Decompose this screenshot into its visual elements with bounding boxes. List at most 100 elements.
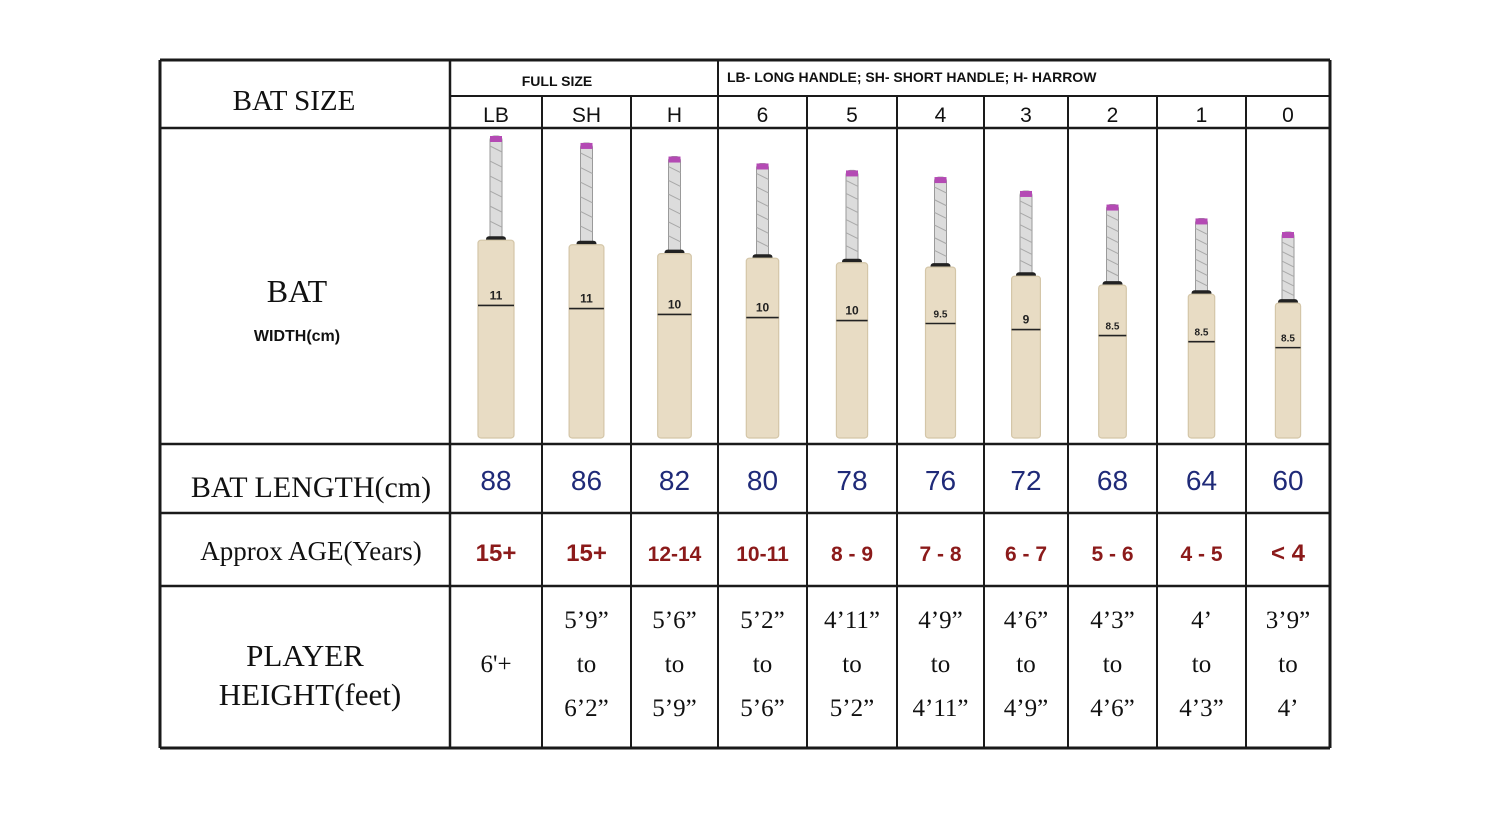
age-value: < 4: [1271, 540, 1306, 567]
grip-stripe: [1019, 259, 1033, 267]
age-value: 15+: [476, 540, 517, 567]
length-value: 82: [659, 465, 690, 496]
grip-stripe: [845, 232, 859, 240]
length-value: 76: [925, 465, 956, 496]
grip-stripe: [756, 226, 769, 234]
grip-stripe: [1281, 260, 1295, 268]
height-to-label: to: [1278, 651, 1297, 678]
height-value: 6'+: [480, 651, 511, 678]
width-label: 8.5: [1195, 328, 1209, 339]
width-label: 8.5: [1106, 322, 1120, 333]
bat-illustration: 10: [835, 169, 869, 439]
size-label: 6: [757, 104, 769, 127]
grip-stripe: [1281, 289, 1295, 297]
size-label: H: [667, 104, 682, 127]
height-to-label: to: [577, 651, 596, 678]
width-label: 11: [580, 292, 593, 306]
grip-stripe: [934, 224, 947, 232]
age-value: 5 - 6: [1091, 543, 1133, 566]
grip-stripe: [845, 179, 859, 187]
grip-stripe: [934, 211, 947, 219]
size-column-1: 1 8.5 64 4 - 5 4’ to 4’3”: [1179, 104, 1223, 722]
size-label: 3: [1020, 104, 1032, 127]
grip-stripe: [1281, 241, 1295, 249]
grip-stripe: [580, 167, 593, 175]
length-value: 68: [1097, 465, 1128, 496]
age-value: 8 - 9: [831, 543, 873, 566]
height-to-label: to: [1103, 651, 1122, 678]
table-grid: [158, 58, 1332, 750]
grip-band: [1282, 232, 1294, 239]
age-value: 10-11: [736, 543, 789, 566]
grip-stripe: [668, 221, 681, 229]
grip-stripe: [489, 160, 503, 168]
age-value: 6 - 7: [1005, 543, 1047, 566]
height-value: 3’9”: [1266, 607, 1310, 634]
bat-blade: [924, 266, 957, 439]
grip-stripe: [668, 179, 681, 187]
size-label: 4: [935, 104, 947, 127]
height-value: 4’11”: [913, 695, 969, 722]
grip-band: [580, 142, 593, 149]
size-column-3: 3 9 72 6 - 7 4’6” to 4’9”: [1004, 104, 1048, 722]
grip-stripe: [489, 145, 503, 153]
height-value: 4’: [1191, 607, 1212, 634]
grip-stripe: [1195, 258, 1208, 266]
grip-stripe: [1195, 248, 1208, 256]
height-to-label: to: [1016, 651, 1035, 678]
width-label: 11: [490, 288, 503, 302]
height-to-label: to: [931, 651, 950, 678]
row-label-bat: BAT: [267, 273, 328, 309]
size-label: 5: [846, 104, 858, 127]
grip-stripe: [934, 199, 947, 207]
grip-stripe: [756, 213, 769, 221]
grip-band: [756, 163, 769, 170]
height-to-label: to: [753, 651, 772, 678]
bat-blade: [657, 253, 692, 439]
bat-blade: [745, 257, 780, 439]
grip-stripe: [580, 211, 593, 218]
bat-illustration: 10: [745, 162, 780, 439]
length-value: 88: [480, 465, 511, 496]
row-label-bat-size: BAT SIZE: [233, 85, 356, 117]
row-label-player-height-line1: PLAYER: [246, 638, 364, 673]
bat-blade: [568, 244, 605, 439]
bat-blade: [1187, 293, 1216, 439]
grip-stripe: [934, 186, 947, 194]
grip-stripe: [1195, 238, 1208, 246]
grip-stripe: [756, 173, 769, 180]
width-label: 9: [1023, 313, 1030, 327]
grip-stripe: [756, 240, 769, 248]
bat-blade: [1098, 284, 1127, 439]
row-label-bat-length: BAT LENGTH(cm): [191, 471, 431, 504]
bat-illustration: 9.5: [924, 176, 957, 439]
height-value: 5’9”: [564, 607, 608, 634]
grip-stripe: [934, 237, 947, 245]
grip-stripe: [668, 235, 681, 243]
grip-stripe: [845, 206, 859, 213]
bat-illustration: 8.5: [1098, 204, 1127, 439]
grip-stripe: [1281, 279, 1295, 287]
height-value: 4’3”: [1179, 695, 1223, 722]
grip-stripe: [489, 175, 503, 183]
grip-stripe: [756, 186, 769, 194]
height-value: 4’6”: [1004, 607, 1048, 634]
grip-stripe: [1106, 269, 1119, 277]
height-to-label: to: [665, 651, 684, 678]
grip-band: [1106, 204, 1119, 211]
width-label: 8.5: [1281, 334, 1295, 345]
height-to-label: to: [1192, 651, 1211, 678]
grip-band: [934, 177, 947, 184]
grip-stripe: [1106, 258, 1119, 266]
height-value: 5’2”: [830, 695, 874, 722]
grip-stripe: [580, 152, 593, 160]
grip-band: [846, 170, 858, 177]
full-size-header: FULL SIZE: [522, 73, 593, 89]
size-column-H: H 10 82 12-14 5’6” to 5’9”: [648, 104, 702, 722]
width-label: 10: [668, 297, 682, 311]
handle-legend-header: LB- LONG HANDLE; SH- SHORT HANDLE; H- HA…: [727, 69, 1097, 85]
length-value: 60: [1272, 465, 1303, 496]
bat-blade: [1010, 275, 1041, 439]
size-label: 2: [1107, 104, 1119, 127]
